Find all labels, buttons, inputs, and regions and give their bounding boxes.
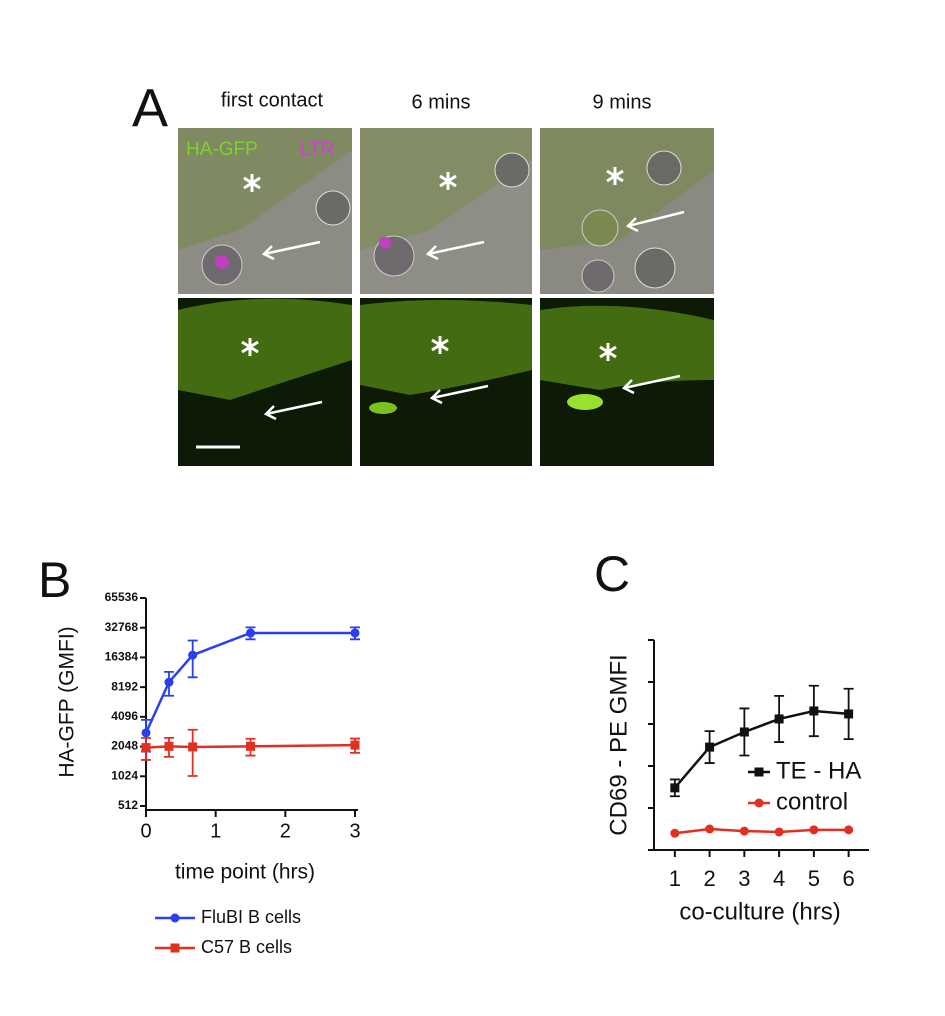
marker [705, 742, 715, 752]
x-tick-label: 1 [210, 820, 221, 842]
b-cell [646, 150, 682, 186]
y-tick-label: 512 [118, 798, 138, 812]
panel-label: B [38, 552, 71, 608]
cell-region [360, 128, 532, 250]
marker [188, 650, 198, 660]
ha-gfp-synapse [567, 394, 603, 410]
asterisks [241, 167, 624, 361]
legend-label: FluBI B cells [201, 907, 301, 927]
cell-fluorescence [178, 298, 352, 400]
error-bar [187, 728, 198, 777]
x-tick-label: 2 [703, 866, 715, 891]
marker [350, 628, 360, 638]
y-axis-label: CD69 - PE GMFI [605, 654, 632, 835]
arrows [261, 210, 685, 421]
series-line [674, 827, 849, 835]
marker [844, 709, 854, 719]
overlay-label: LTR [300, 139, 334, 160]
marker [774, 714, 784, 724]
x-axis-label: co-culture (hrs) [679, 898, 840, 925]
b-cell [315, 190, 351, 226]
series-line [673, 709, 849, 789]
column-title: 9 mins [593, 91, 652, 113]
x-tick-label: 2 [280, 820, 291, 842]
b-cell [634, 247, 676, 289]
marker [739, 727, 749, 737]
x-tick-label: 6 [842, 866, 854, 891]
x-axis-label: time point (hrs) [175, 861, 315, 884]
y-tick-label: 2048 [111, 739, 138, 753]
y-axis-label: HA-GFP (GMFI) [56, 626, 79, 777]
y-tick-label: 8192 [111, 679, 138, 693]
legend-marker [754, 798, 764, 808]
marker [844, 825, 854, 835]
y-tick-label: 16384 [105, 650, 139, 664]
column-title: first contact [221, 89, 324, 111]
marker [809, 706, 819, 716]
marker [246, 741, 255, 751]
cell-fluorescence [540, 305, 714, 390]
marker [141, 743, 151, 753]
x-tick-label: 3 [349, 820, 360, 842]
b-cell [494, 152, 530, 188]
x-tick-label: 5 [808, 866, 820, 891]
x-tick-label: 4 [773, 866, 785, 891]
ltr-signal [379, 237, 391, 249]
x-tick-label: 1 [669, 866, 681, 891]
series-line [144, 631, 355, 734]
legend-label: control [776, 788, 848, 815]
legend-label: C57 B cells [201, 937, 292, 957]
marker [141, 728, 151, 738]
marker [809, 825, 819, 835]
marker [705, 824, 715, 834]
marker [188, 742, 198, 752]
micrograph-grid [178, 128, 714, 466]
ha-gfp-synapse [369, 402, 397, 414]
marker [670, 783, 680, 793]
cell-region [178, 128, 352, 250]
marker [774, 827, 784, 837]
marker [164, 677, 174, 687]
marker [246, 628, 255, 638]
column-title: 6 mins [412, 91, 471, 113]
marker [739, 826, 749, 836]
legend-marker [170, 943, 180, 953]
b-cell [581, 259, 615, 293]
b-cell [581, 209, 619, 247]
overlay-label: HA-GFP [186, 139, 258, 160]
marker [164, 741, 174, 751]
legend-label: TE - HA [776, 757, 861, 784]
panel-label: A [132, 78, 168, 138]
y-tick-label: 32768 [105, 620, 139, 634]
marker [670, 828, 680, 838]
x-tick-label: 0 [140, 820, 151, 842]
y-tick-label: 4096 [111, 709, 138, 723]
panel-label: C [594, 546, 630, 602]
marker [350, 740, 360, 750]
ltr-signal [215, 255, 229, 269]
y-tick-label: 1024 [111, 768, 138, 782]
x-tick-label: 3 [738, 866, 750, 891]
legend-marker [754, 767, 764, 777]
legend-marker [170, 913, 180, 923]
y-tick-label: 65536 [105, 590, 139, 604]
